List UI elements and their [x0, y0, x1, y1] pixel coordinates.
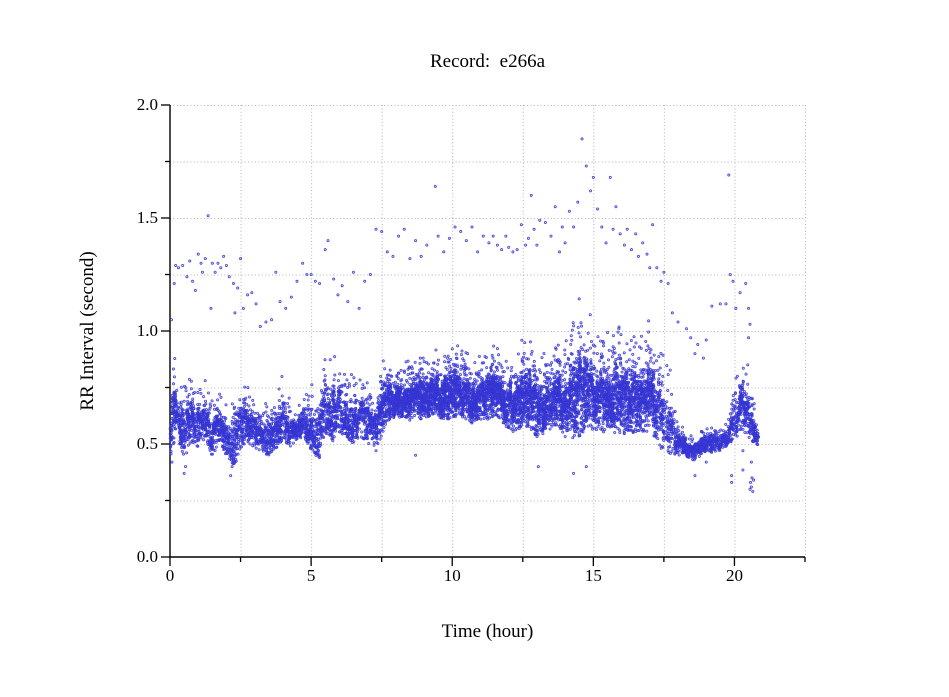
chart-title: Record: e266a [429, 51, 545, 72]
y-axis-label: RR Interval (second) [77, 251, 98, 411]
y-tick-label: 2.0 [136, 95, 158, 114]
x-axis-label: Time (hour) [441, 621, 534, 642]
x-tick-label: 20 [725, 566, 743, 585]
x-tick-label: 10 [443, 566, 461, 585]
y-tick-label: 1.5 [136, 208, 158, 227]
y-tick-label: 0.5 [136, 434, 158, 453]
x-tick-label: 15 [584, 566, 602, 585]
y-tick-label: 1.0 [136, 321, 158, 340]
x-tick-label: 0 [165, 566, 175, 585]
x-tick-label: 5 [306, 566, 316, 585]
y-tick-label: 0.0 [136, 547, 158, 566]
